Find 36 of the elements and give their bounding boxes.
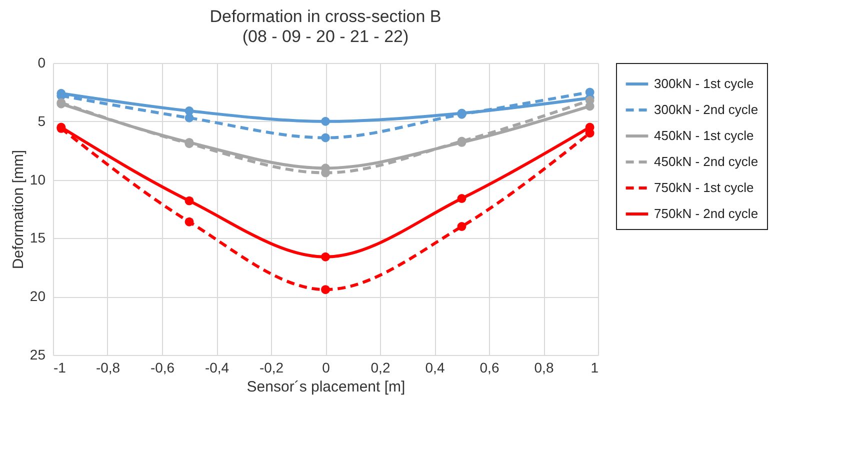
x-tick-label: -1 <box>54 360 66 376</box>
legend-label: 750kN - 2nd cycle <box>654 206 758 221</box>
x-tick-label: -0,2 <box>259 360 284 376</box>
legend-label: 300kN - 2nd cycle <box>654 102 758 117</box>
y-tick-label: 5 <box>38 112 46 129</box>
legend-label: 300kN - 1st cycle <box>654 76 754 91</box>
point <box>184 217 194 226</box>
x-axis-title: Sensor´s placement [m] <box>246 378 406 396</box>
x-tick-label: -0,4 <box>204 360 230 376</box>
point <box>184 196 194 206</box>
legend-label: 450kN - 1st cycle <box>654 128 754 143</box>
x-tick-label: 0,6 <box>480 360 500 376</box>
point <box>457 222 466 231</box>
chart-title: Deformation in cross-section B <box>210 7 442 26</box>
x-tick-label: 1 <box>590 360 599 376</box>
point <box>184 113 194 122</box>
point <box>321 133 330 142</box>
y-tick-label: 10 <box>30 171 46 188</box>
x-tick-label: -0,8 <box>96 360 120 376</box>
y-tick-label: 20 <box>30 288 46 304</box>
y-axis-title: Deformation [mm] <box>10 150 27 270</box>
x-tick-label: 0,4 <box>425 360 445 376</box>
y-tick-label: 15 <box>30 230 46 246</box>
x-tick-label: -0,6 <box>150 360 175 376</box>
point <box>321 285 330 294</box>
legend-label: 750kN - 1st cycle <box>654 180 754 195</box>
chart-subtitle: (08 - 09 - 20 - 21 - 22) <box>242 27 409 46</box>
x-tick-label: 0,2 <box>370 360 390 376</box>
y-tick-label: 25 <box>30 346 46 362</box>
point <box>321 252 330 262</box>
legend-label: 450kN - 2nd cycle <box>654 154 758 169</box>
point <box>321 116 330 126</box>
x-tick-label: 0 <box>322 360 330 376</box>
point <box>457 194 466 203</box>
x-tick-label: 0,8 <box>534 360 554 376</box>
y-tick-label: 0 <box>38 54 46 70</box>
